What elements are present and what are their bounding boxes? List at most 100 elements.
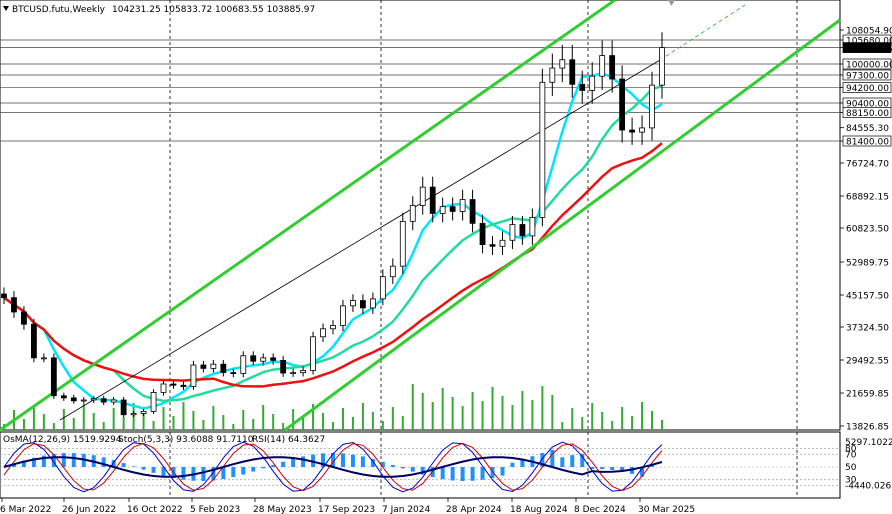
osma-bar xyxy=(261,467,266,469)
candle-body xyxy=(260,357,267,362)
candle-body xyxy=(100,398,107,403)
candle-body xyxy=(31,323,37,359)
candle-body xyxy=(230,372,237,375)
candle-body xyxy=(599,55,606,77)
osma-bar xyxy=(251,467,256,472)
volume-bar xyxy=(571,408,574,430)
candle-body xyxy=(509,224,516,241)
osma-bar xyxy=(400,467,405,469)
candle-body xyxy=(110,399,117,403)
indicator-pane xyxy=(0,441,840,493)
candle-body xyxy=(70,397,77,402)
osma-bar xyxy=(271,464,276,467)
channel-mid-line[interactable] xyxy=(59,59,661,421)
volume-bar xyxy=(341,408,344,430)
volume-bar xyxy=(511,405,514,430)
time-label: 16 Oct 2022 xyxy=(127,505,183,514)
osma-bar xyxy=(51,454,56,467)
level-price-tag xyxy=(842,135,892,147)
osma-label: OsMA(12,26,9) 1519.9294 xyxy=(3,435,122,445)
volume-bar xyxy=(591,403,594,430)
indicator-axis-label: -4440.0263 xyxy=(845,482,892,492)
volume-bar xyxy=(142,412,145,430)
osma-bar xyxy=(41,455,46,467)
volume-bar xyxy=(272,414,275,430)
volume-bar xyxy=(481,401,484,430)
volume-bar xyxy=(611,421,614,430)
volume-bar xyxy=(32,405,35,430)
stoch-signal-line[interactable] xyxy=(3,442,663,492)
candle-body xyxy=(609,55,616,80)
volume-bar xyxy=(461,406,464,430)
price-label: 90400.00 xyxy=(846,100,889,110)
channel-lower-line[interactable] xyxy=(284,18,841,432)
candle-body xyxy=(190,364,197,387)
collapse-triangle-icon[interactable] xyxy=(3,6,9,11)
level-price-tag xyxy=(842,82,892,93)
osma-bar xyxy=(370,458,375,467)
candle-body xyxy=(310,336,316,371)
scroll-marker-icon[interactable] xyxy=(668,0,675,6)
volume-bar xyxy=(232,424,235,430)
osma-bar xyxy=(570,455,575,467)
osma-bar xyxy=(131,466,136,467)
volume-bar xyxy=(361,403,364,430)
time-label: 18 Aug 2024 xyxy=(510,505,568,514)
candle-body xyxy=(479,222,486,245)
candle-body xyxy=(539,81,546,218)
osma-bar xyxy=(520,459,525,467)
price-label: 37324.50 xyxy=(846,324,889,334)
volume-bar xyxy=(371,412,374,430)
osma-bar xyxy=(350,454,355,467)
time-label: 5 Feb 2023 xyxy=(190,505,240,514)
osma-bar xyxy=(151,467,156,473)
osma-bar xyxy=(201,467,206,481)
osma-bar xyxy=(141,467,146,470)
trend-channel xyxy=(0,0,841,432)
candle-body xyxy=(290,372,297,375)
stoch-label: Stoch(5,3,3) 93.6088 91.7110 xyxy=(118,435,254,445)
volume-bar xyxy=(431,402,434,430)
candle-body xyxy=(379,276,386,300)
candle-body xyxy=(649,84,655,129)
candle-body xyxy=(180,384,187,387)
price-label: 88150.00 xyxy=(846,109,889,119)
osma-bar xyxy=(121,463,126,467)
volume-bar xyxy=(491,387,494,430)
price-label: 105680.00 xyxy=(846,37,892,47)
indicator-axis-label: 80 xyxy=(845,444,857,454)
volume-bar xyxy=(52,423,55,430)
candle-body xyxy=(619,78,626,131)
osma-bar xyxy=(500,467,505,476)
volume-bar xyxy=(631,416,634,430)
time-axis[interactable]: 6 Mar 2022 26 Jun 2022 16 Oct 2022 5 Feb 20… xyxy=(0,498,695,514)
volume-bar xyxy=(441,388,444,430)
osma-bar xyxy=(390,465,395,467)
osma-bar xyxy=(580,453,585,467)
candle-body xyxy=(489,244,496,247)
candle-body xyxy=(389,265,396,278)
rsi-label: RSI(14) 64.3627 xyxy=(252,435,325,445)
osma-bar xyxy=(470,467,475,481)
candle-body xyxy=(300,370,306,374)
volume-bar xyxy=(521,391,524,430)
osma-bar xyxy=(560,457,565,467)
price-label: 81400.00 xyxy=(846,138,889,148)
channel-upper-line[interactable] xyxy=(0,0,616,432)
volume-bar xyxy=(561,422,564,430)
candle-body xyxy=(459,199,466,212)
candle-body xyxy=(90,398,97,401)
volume-bar xyxy=(92,413,95,430)
volume-bar xyxy=(322,413,325,430)
support-resistance-levels xyxy=(0,39,840,142)
rsi-line[interactable] xyxy=(3,456,663,478)
ma-slow-line[interactable] xyxy=(3,142,663,388)
stoch-main-line[interactable] xyxy=(3,441,663,493)
volume-bar xyxy=(152,421,155,430)
candle-body xyxy=(50,357,57,397)
time-label: 26 Jun 2022 xyxy=(62,505,116,514)
osma-bar xyxy=(331,453,335,467)
